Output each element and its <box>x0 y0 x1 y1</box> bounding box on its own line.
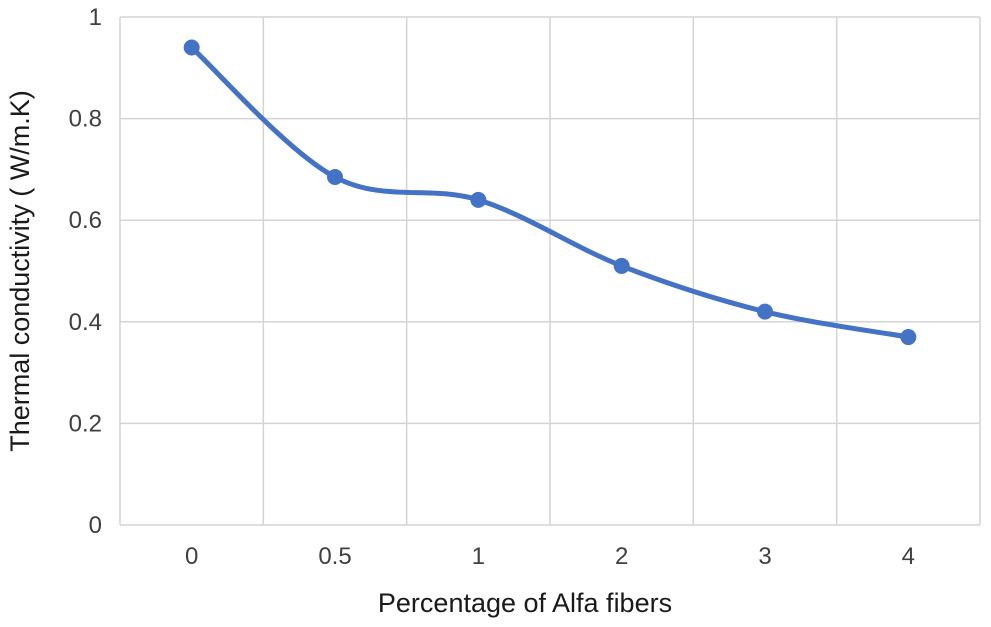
y-axis-title: Thermal conductivity ( W/m.K) <box>5 90 35 452</box>
x-tick-labels: 0 0.5 1 2 3 4 <box>185 543 915 570</box>
x-tick-label: 0.5 <box>318 543 351 570</box>
data-point <box>183 39 200 56</box>
data-point <box>327 169 343 186</box>
y-tick-labels: 0 0.2 0.4 0.6 0.8 1 <box>69 4 102 539</box>
x-tick-label: 1 <box>472 543 485 570</box>
y-tick-label: 0.2 <box>69 410 102 437</box>
data-point <box>757 303 773 320</box>
y-tick-label: 0.8 <box>69 106 102 133</box>
x-tick-label: 2 <box>615 543 628 570</box>
series-line <box>189 44 911 340</box>
gridlines <box>119 16 981 526</box>
x-tick-label: 4 <box>902 543 915 570</box>
data-point <box>900 329 917 346</box>
x-tick-label: 3 <box>758 543 771 570</box>
data-point <box>613 257 630 274</box>
y-tick-label: 0.6 <box>69 207 102 234</box>
y-tick-label: 1 <box>89 4 102 31</box>
data-point <box>470 191 487 208</box>
x-axis-title: Percentage of Alfa fibers <box>378 588 672 618</box>
data-points <box>183 39 917 346</box>
y-tick-label: 0 <box>89 512 102 539</box>
y-tick-label: 0.4 <box>69 309 102 336</box>
x-tick-label: 0 <box>185 543 198 570</box>
